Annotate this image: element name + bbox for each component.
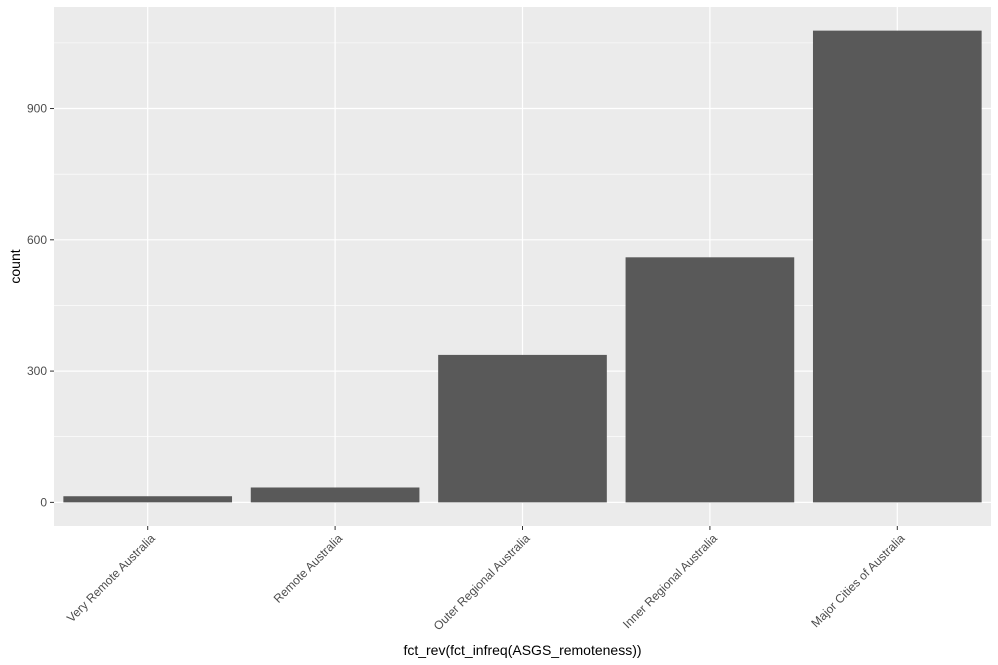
y-tick-label: 300	[27, 364, 47, 378]
x-tick-label: Remote Australia	[271, 531, 346, 606]
x-tick-label: Outer Regional Australia	[431, 531, 533, 633]
bar	[438, 354, 607, 503]
y-axis-title: count	[7, 249, 23, 283]
x-tick-label: Very Remote Australia	[64, 531, 158, 625]
bars	[63, 30, 982, 503]
y-axis: 0 300 600 900	[27, 102, 54, 509]
bar	[812, 30, 982, 503]
bar	[250, 487, 420, 503]
y-tick-label: 900	[27, 102, 47, 116]
bar	[63, 496, 233, 503]
y-tick-label: 600	[27, 233, 47, 247]
x-axis-title: fct_rev(fct_infreq(ASGS_remoteness))	[403, 642, 641, 658]
x-axis: Very Remote Australia Remote Australia Out…	[64, 526, 908, 633]
x-tick-label: Major Cities of Australia	[808, 531, 907, 630]
x-tick-label: Inner Regional Australia	[620, 531, 720, 631]
bar	[625, 257, 795, 503]
y-tick-label: 0	[40, 495, 47, 509]
